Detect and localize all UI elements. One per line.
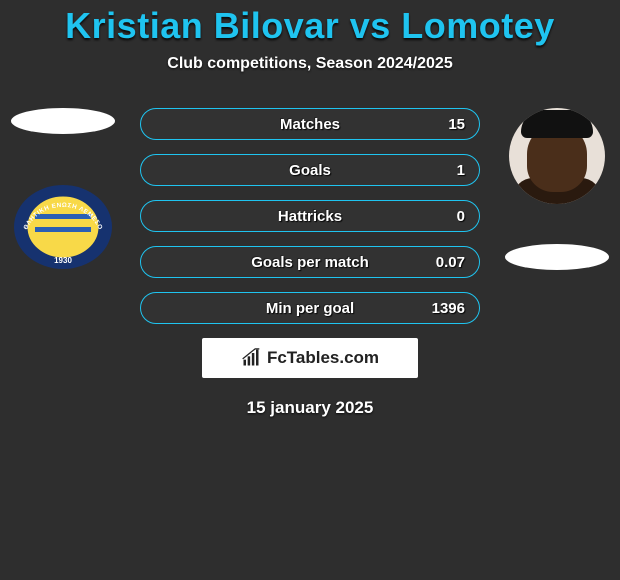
page-title: Kristian Bilovar vs Lomotey: [0, 5, 620, 47]
stats-table: Matches 15 Goals 1 Hattricks 0 Goals per…: [140, 108, 480, 324]
right-player-avatar: [509, 108, 605, 204]
right-player-column: [502, 108, 612, 270]
date-label: 15 january 2025: [0, 398, 620, 418]
stat-right-value: 0: [457, 208, 465, 225]
subtitle: Club competitions, Season 2024/2025: [0, 55, 620, 73]
stat-label: Goals per match: [251, 254, 369, 271]
left-player-club-badge: ΑΘΛΗΤΙΚΗ ΕΝΩΣΗ ΛΕΜΕΣΟΥ 1930: [13, 184, 113, 270]
stat-right-value: 15: [448, 116, 465, 133]
stat-right-value: 0.07: [436, 254, 465, 271]
brand-box[interactable]: FcTables.com: [202, 338, 418, 378]
stat-label: Matches: [280, 116, 340, 133]
left-player-avatar-placeholder: [11, 108, 115, 134]
right-player-club-placeholder: [505, 244, 609, 270]
brand-text: FcTables.com: [267, 348, 379, 368]
stat-row: Min per goal 1396: [140, 292, 480, 324]
club-badge-svg: ΑΘΛΗΤΙΚΗ ΕΝΩΣΗ ΛΕΜΕΣΟΥ 1930: [13, 184, 113, 270]
stat-row: Matches 15: [140, 108, 480, 140]
comparison-panel: ΑΘΛΗΤΙΚΗ ΕΝΩΣΗ ΛΕΜΕΣΟΥ 1930 Matches 15: [0, 108, 620, 418]
badge-year: 1930: [54, 256, 72, 265]
stat-label: Hattricks: [278, 208, 342, 225]
stat-right-value: 1: [457, 162, 465, 179]
left-player-column: ΑΘΛΗΤΙΚΗ ΕΝΩΣΗ ΛΕΜΕΣΟΥ 1930: [8, 108, 118, 270]
chart-icon: [241, 348, 261, 368]
stat-row: Goals 1: [140, 154, 480, 186]
stat-row: Hattricks 0: [140, 200, 480, 232]
stat-right-value: 1396: [432, 300, 465, 317]
stat-row: Goals per match 0.07: [140, 246, 480, 278]
stat-label: Min per goal: [266, 300, 354, 317]
stat-label: Goals: [289, 162, 331, 179]
